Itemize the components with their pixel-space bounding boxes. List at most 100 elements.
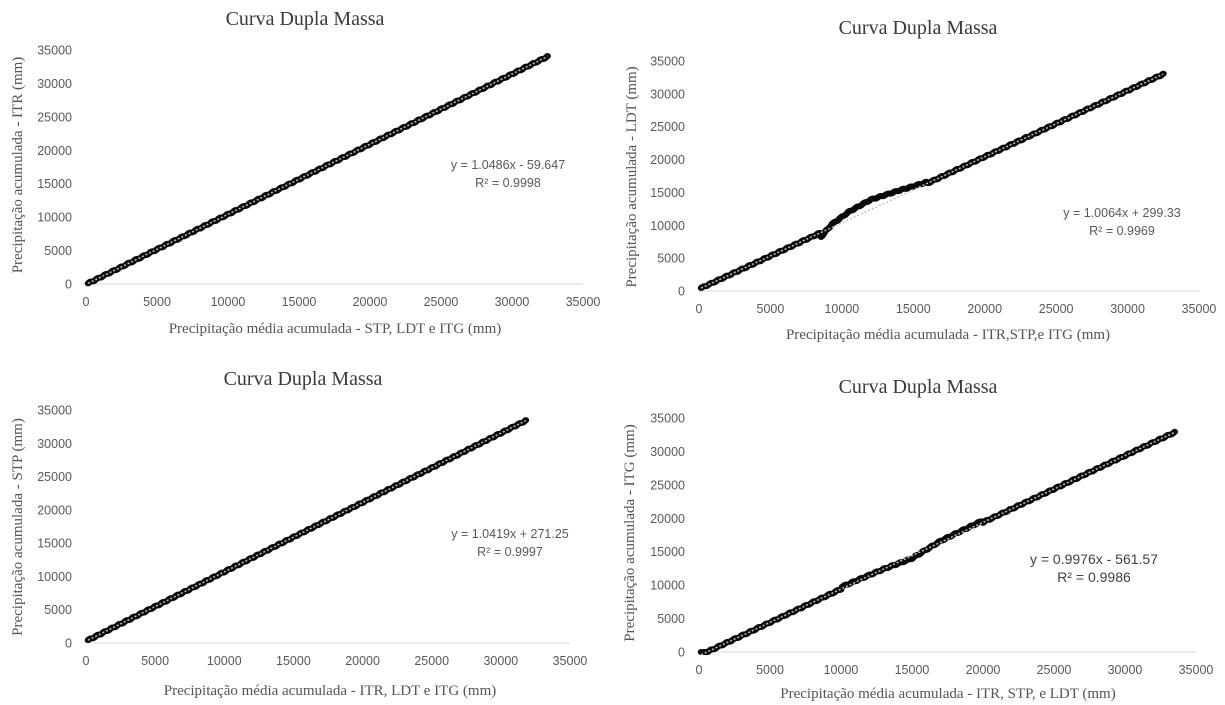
r-squared-label: R² = 0.9986 [1057,569,1131,585]
y-tick-label: 25000 [650,478,685,492]
y-tick-label: 30000 [650,445,685,459]
y-tick-label: 10000 [37,570,72,584]
x-tick-label: 20000 [345,654,380,668]
y-tick-label: 35000 [650,412,685,426]
chart-title: Curva Dupla Massa [226,8,385,30]
r-squared-label: R² = 0.9998 [475,176,541,190]
y-tick-label: 15000 [650,545,685,559]
y-tick-label: 15000 [650,186,685,200]
x-tick-label: 35000 [1179,663,1214,677]
chart-svg-itr: Curva Dupla Massa Precipitação acumulada… [10,8,600,337]
x-tick-label: 25000 [1039,302,1074,316]
x-tick-label: 5000 [143,295,171,309]
y-tick-label: 30000 [37,437,72,451]
y-tick-label: 20000 [650,512,685,526]
plot-area: 0 5000 10000 15000 20000 25000 30000 35000 0 5000… [37,44,600,310]
y-tick-label: 0 [65,637,72,651]
x-tick-label: 20000 [967,302,1002,316]
x-tick-label: 15000 [282,295,317,309]
y-tick-label: 5000 [657,612,685,626]
x-tick-label: 30000 [1108,663,1143,677]
x-tick-label: 10000 [824,663,859,677]
y-tick-label: 15000 [37,177,72,191]
x-tick-label: 5000 [756,663,784,677]
x-tick-label: 5000 [141,654,169,668]
y-tick-label: 0 [678,285,685,299]
x-axis-label: Precipitação média acumulada - ITR, STP,… [780,686,1115,702]
y-tick-label: 5000 [44,603,72,617]
y-tick-label: 5000 [44,244,72,258]
chart-title: Curva Dupla Massa [839,17,998,39]
data-point [1159,70,1167,77]
chart-panel-itg: Curva Dupla Massa Precipitação acumulada… [612,355,1225,705]
x-tick-label: 10000 [824,302,859,316]
trendline [700,431,1176,656]
chart-panel-itr: Curva Dupla Massa Precipitação acumulada… [0,0,612,345]
y-tick-label: 30000 [37,77,72,91]
y-axis-label: Precipitação acumulada - ITG (mm) [622,424,638,641]
y-tick-label: 20000 [650,153,685,167]
trendline [87,55,548,285]
trendline [700,73,1164,289]
x-tick-label: 0 [696,663,703,677]
y-tick-label: 35000 [650,55,685,69]
x-tick-label: 30000 [1110,302,1145,316]
x-axis-label: Precipitação média acumulada - ITR,STP,e… [786,327,1110,343]
chart-panel-ldt: Curva Dupla Massa Precipitação acumulada… [612,0,1225,350]
chart-svg-itg: Curva Dupla Massa Precipitação acumulada… [622,376,1213,702]
y-tick-label: 20000 [37,503,72,517]
chart-title: Curva Dupla Massa [224,368,383,390]
x-tick-label: 0 [83,295,90,309]
y-tick-label: 25000 [37,110,72,124]
x-axis-label: Precipitação média acumulada - ITR, LDT … [164,683,497,699]
plot-area: 0 5000 10000 15000 20000 25000 30000 35000 0 5000… [37,404,587,669]
data-point [522,417,530,424]
y-tick-label: 10000 [650,579,685,593]
y-tick-label: 10000 [37,211,72,225]
trendline-equation: y = 1.0486x - 59.647 [451,158,565,172]
x-tick-label: 25000 [1037,663,1072,677]
y-axis-label: Precipitação acumulada - STP (mm) [10,418,26,636]
x-tick-label: 20000 [966,663,1001,677]
x-tick-label: 10000 [207,654,242,668]
x-tick-label: 15000 [895,663,930,677]
y-tick-label: 35000 [37,404,72,418]
x-axis-label: Precipitação média acumulada - STP, LDT … [169,321,502,337]
x-tick-label: 35000 [566,295,601,309]
y-tick-label: 20000 [37,144,72,158]
plot-area: 0 5000 10000 15000 20000 25000 30000 35000 0 5000… [650,412,1213,678]
x-tick-label: 25000 [414,654,449,668]
x-tick-label: 20000 [353,295,388,309]
chart-title: Curva Dupla Massa [839,376,998,398]
y-tick-label: 0 [65,278,72,292]
y-tick-label: 25000 [650,120,685,134]
y-tick-label: 35000 [37,44,72,58]
x-tick-label: 0 [83,654,90,668]
x-tick-label: 30000 [495,295,530,309]
x-tick-label: 15000 [276,654,311,668]
y-tick-label: 25000 [37,470,72,484]
y-axis-label: Precipitação acumulada - ITR (mm) [10,57,26,274]
y-tick-label: 10000 [650,219,685,233]
y-tick-label: 15000 [37,537,72,551]
x-tick-label: 15000 [896,302,931,316]
chart-svg-stp: Curva Dupla Massa Precipitação acumulada… [10,368,587,699]
plot-area: 0 5000 10000 15000 20000 25000 30000 35000 0 5000… [650,55,1216,317]
trendline-equation: y = 1.0419x + 271.25 [451,527,569,541]
trendline-equation: y = 0.9976x - 561.57 [1030,551,1158,567]
y-tick-label: 30000 [650,87,685,101]
y-tick-label: 0 [678,646,685,660]
x-tick-label: 5000 [757,302,785,316]
x-tick-label: 25000 [424,295,459,309]
chart-svg-ldt: Curva Dupla Massa Precipitação acumulada… [624,17,1216,343]
x-tick-label: 35000 [1182,302,1217,316]
trendline-equation: y = 1.0064x + 299.33 [1063,206,1181,220]
x-tick-label: 30000 [483,654,518,668]
y-tick-label: 5000 [657,252,685,266]
r-squared-label: R² = 0.9997 [477,545,543,559]
y-axis-label: Precipitação acumulada - LDT (mm) [624,66,640,287]
trendline [87,419,527,641]
x-tick-label: 0 [696,302,703,316]
data-point [544,53,551,60]
x-tick-label: 10000 [211,295,246,309]
